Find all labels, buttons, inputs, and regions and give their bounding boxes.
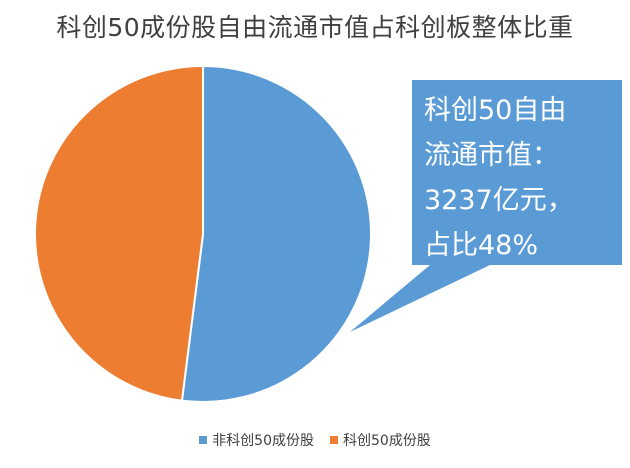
callout-line-4: 占比48% — [424, 230, 539, 261]
legend-swatch-star50 — [330, 436, 338, 444]
pie-slices — [34, 64, 372, 403]
legend-label-star50: 科创50成份股 — [343, 433, 431, 449]
callout-shape — [350, 80, 622, 332]
callout-line-3: 3237亿元， — [424, 185, 574, 216]
pie-slice-non-star50 — [180, 64, 372, 403]
legend: 非科创50成份股 科创50成份股 — [0, 430, 630, 450]
legend-label-non-star50: 非科创50成份股 — [212, 433, 314, 449]
legend-swatch-non-star50 — [199, 436, 208, 444]
legend-item-non-star50: 非科创50成份股 — [199, 430, 314, 450]
legend-item-star50: 科创50成份股 — [330, 430, 431, 450]
pie-slice-star50 — [34, 64, 204, 402]
callout-annotation: 科创50自由 流通市值： 3237亿元， 占比48% — [412, 80, 622, 265]
callout-line-2: 流通市值： — [424, 140, 559, 171]
callout-line-1: 科创50自由 — [424, 95, 567, 126]
chart-title: 科创50成份股自由流通市值占科创板整体比重 — [56, 13, 574, 42]
